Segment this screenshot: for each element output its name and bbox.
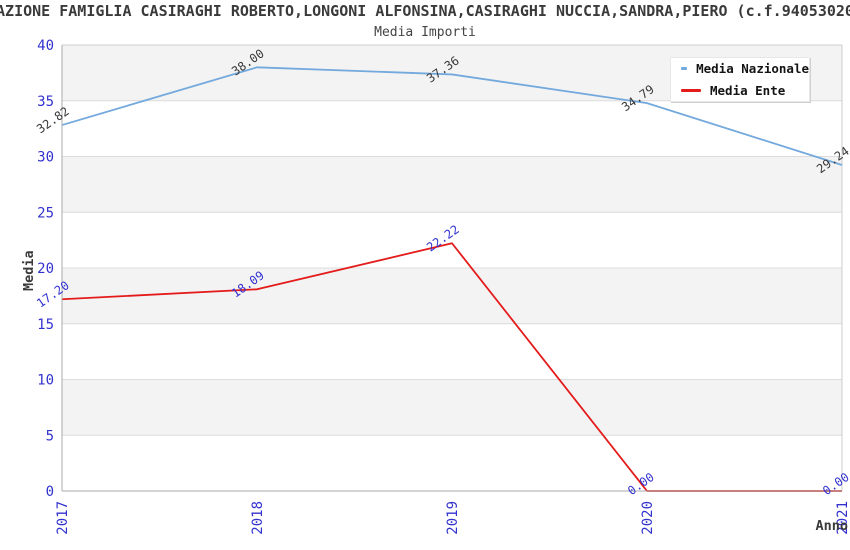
point-label: 0.00 (625, 470, 657, 498)
y-tick-label: 20 (37, 261, 54, 277)
plot-band (62, 268, 842, 324)
plot-band (62, 379, 842, 436)
x-tick-label: 2020 (640, 501, 656, 535)
plot-band (62, 156, 842, 213)
legend: Media Nazionale Media Ente (670, 57, 810, 102)
series-line-media-nazionale (61, 66, 843, 166)
legend-item-media-nazionale: Media Nazionale (681, 61, 809, 76)
media-nazionale-line-swatch (681, 67, 688, 70)
y-tick-label: 40 (37, 38, 54, 54)
y-axis-title: Media (21, 250, 37, 291)
chart-title: AZIONE FAMIGLIA CASIRAGHI ROBERTO,LONGON… (0, 2, 850, 20)
legend-label-media-nazionale: Media Nazionale (696, 61, 809, 76)
y-tick-label: 15 (37, 317, 54, 333)
chart-title-wrap: AZIONE FAMIGLIA CASIRAGHI ROBERTO,LONGON… (0, 1, 850, 21)
media-ente-line-swatch (681, 89, 701, 92)
y-tick-label: 5 (46, 428, 54, 444)
chart-subtitle: Media Importi (374, 25, 476, 40)
y-tick-label: 0 (46, 484, 54, 500)
x-tick-label: 2017 (55, 501, 71, 535)
point-label: 0.00 (820, 470, 850, 498)
y-tick-label: 10 (37, 373, 54, 389)
legend-label-media-ente: Media Ente (710, 83, 786, 98)
legend-item-media-ente: Media Ente (681, 83, 809, 98)
y-tick-label: 30 (37, 150, 54, 166)
x-tick-label: 2019 (445, 501, 461, 535)
y-tick-label: 35 (37, 94, 54, 110)
x-axis-title: Anno (815, 518, 848, 534)
x-tick-label: 2021 (835, 501, 850, 535)
x-tick-label: 2018 (250, 501, 266, 535)
y-tick-label: 25 (37, 205, 54, 221)
